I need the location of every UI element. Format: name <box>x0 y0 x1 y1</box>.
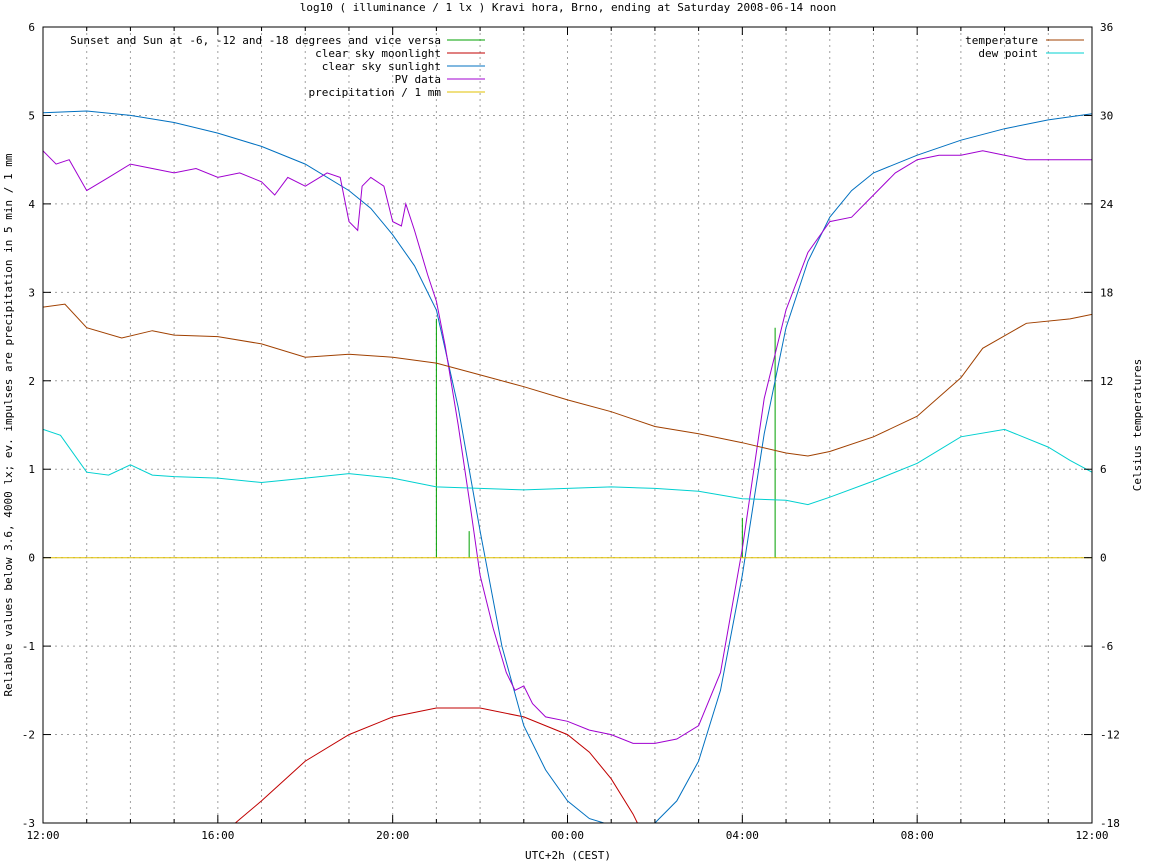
y2-tick-label: -6 <box>1100 640 1113 653</box>
y-tick-label: -3 <box>22 817 35 830</box>
legend-label: clear sky moonlight <box>315 47 441 60</box>
series-clear-sky-moonlight <box>234 707 638 823</box>
plot-area <box>43 110 1092 823</box>
y2-tick-label: 6 <box>1100 463 1107 476</box>
grid <box>43 27 1092 823</box>
legend-label: Sunset and Sun at -6, -12 and -18 degree… <box>70 34 441 47</box>
y-tick-label: 1 <box>28 463 35 476</box>
y2-tick-label: -18 <box>1100 817 1120 830</box>
y-tick-label: -1 <box>22 640 35 653</box>
y-tick-label: -2 <box>22 729 35 742</box>
legend-label: dew point <box>978 47 1038 60</box>
y2-tick-label: 36 <box>1100 21 1113 34</box>
y-tick-label: 4 <box>28 198 35 211</box>
x-tick-label: 08:00 <box>901 829 934 842</box>
y-tick-label: 3 <box>28 286 35 299</box>
x-tick-label: 16:00 <box>201 829 234 842</box>
series-temperature <box>43 303 1092 457</box>
y-tick-label: 6 <box>28 21 35 34</box>
series-pv-data <box>43 150 1092 744</box>
series-clear-sky-sunlight <box>43 110 1092 823</box>
x-tick-label: 04:00 <box>726 829 759 842</box>
legend-label: clear sky sunlight <box>322 60 441 73</box>
y2-axis-label: Celsius temperatures <box>1131 359 1144 491</box>
y2-tick-label: -12 <box>1100 729 1120 742</box>
y-tick-label: 0 <box>28 552 35 565</box>
y-axis-label: Reliable values below 3.6, 4000 lx; ev. … <box>2 153 15 696</box>
legend-label: precipitation / 1 mm <box>309 86 442 99</box>
y2-tick-label: 18 <box>1100 286 1113 299</box>
x-axis-label: UTC+2h (CEST) <box>525 849 611 862</box>
x-tick-label: 20:00 <box>376 829 409 842</box>
y2-tick-label: 12 <box>1100 375 1113 388</box>
series-dew-point <box>43 428 1092 506</box>
y-tick-label: 5 <box>28 109 35 122</box>
legend-label: temperature <box>965 34 1038 47</box>
legend-label: PV data <box>395 73 441 86</box>
series-group <box>43 110 1092 823</box>
x-tick-label: 12:00 <box>1075 829 1108 842</box>
legend-left: Sunset and Sun at -6, -12 and -18 degree… <box>70 34 485 99</box>
chart-title: log10 ( illuminance / 1 lx ) Kravi hora,… <box>300 1 836 14</box>
x-tick-label: 12:00 <box>26 829 59 842</box>
y2-tick-label: 30 <box>1100 109 1113 122</box>
y-tick-label: 2 <box>28 375 35 388</box>
y2-tick-label: 0 <box>1100 552 1107 565</box>
x-tick-label: 00:00 <box>551 829 584 842</box>
y2-tick-label: 24 <box>1100 198 1114 211</box>
